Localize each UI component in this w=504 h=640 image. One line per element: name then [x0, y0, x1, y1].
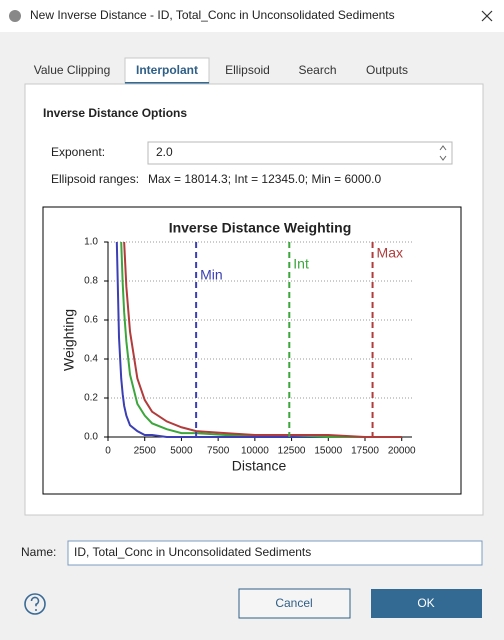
x-tick-label: 0: [105, 446, 111, 457]
help-icon: [35, 609, 37, 611]
y-tick-label: 0.6: [84, 315, 98, 326]
section-title: Inverse Distance Options: [43, 106, 187, 120]
help-button[interactable]: [24, 593, 46, 615]
cancel-button[interactable]: [238, 588, 351, 619]
name-value: ID, Total_Conc in Unconsolidated Sedimen…: [74, 545, 311, 559]
x-tick-label: 7500: [207, 446, 230, 457]
weight-curve: [115, 241, 402, 438]
chart: Inverse Distance Weighting Distance Weig…: [61, 220, 416, 474]
x-tick-label: 15000: [314, 446, 342, 457]
chart-title: Inverse Distance Weighting: [169, 220, 352, 236]
spin-arrows[interactable]: [439, 145, 447, 161]
tab-label: Interpolant: [136, 63, 198, 77]
ok-button[interactable]: [371, 589, 482, 618]
x-tick-label: 12500: [278, 446, 306, 457]
name-input[interactable]: [67, 540, 483, 566]
ok-label: OK: [417, 596, 434, 610]
weight-curve: [123, 241, 402, 438]
name-label: Name:: [21, 545, 56, 559]
tab-label[interactable]: Search: [298, 63, 336, 77]
exponent-label: Exponent:: [51, 145, 105, 159]
tab-label[interactable]: Value Clipping: [34, 63, 111, 77]
tab-label[interactable]: Outputs: [366, 63, 408, 77]
x-axis-label: Distance: [232, 458, 287, 474]
range-marker-label: Int: [293, 256, 309, 272]
ellipsoid-label: Ellipsoid ranges:: [51, 172, 139, 186]
y-tick-label: 0.2: [84, 393, 98, 404]
close-icon: [481, 10, 493, 22]
cancel-label: Cancel: [275, 596, 312, 610]
ellipsoid-value: Max = 18014.3; Int = 12345.0; Min = 6000…: [148, 172, 381, 186]
window-title: New Inverse Distance - ID, Total_Conc in…: [30, 8, 395, 22]
exponent-value: 2.0: [156, 145, 173, 159]
help-icon: [30, 596, 40, 607]
x-tick-label: 20000: [388, 446, 416, 457]
y-axis-label: Weighting: [61, 309, 77, 371]
y-tick-label: 0.0: [84, 432, 98, 443]
app-icon: [9, 10, 21, 22]
x-tick-label: 2500: [134, 446, 157, 457]
y-tick-label: 0.4: [84, 354, 98, 365]
x-tick-label: 10000: [241, 446, 269, 457]
tab-label[interactable]: Ellipsoid: [225, 63, 270, 77]
range-marker-label: Max: [377, 245, 403, 261]
close-button[interactable]: [481, 10, 493, 22]
chart-frame: [42, 206, 462, 495]
y-tick-label: 0.8: [84, 276, 98, 287]
range-marker-label: Min: [200, 267, 223, 283]
y-tick-label: 1.0: [84, 237, 98, 248]
x-tick-label: 5000: [170, 446, 193, 457]
title-bar: [0, 0, 504, 32]
exponent-input[interactable]: [147, 141, 453, 165]
x-tick-label: 17500: [351, 446, 379, 457]
help-icon: [24, 593, 46, 615]
